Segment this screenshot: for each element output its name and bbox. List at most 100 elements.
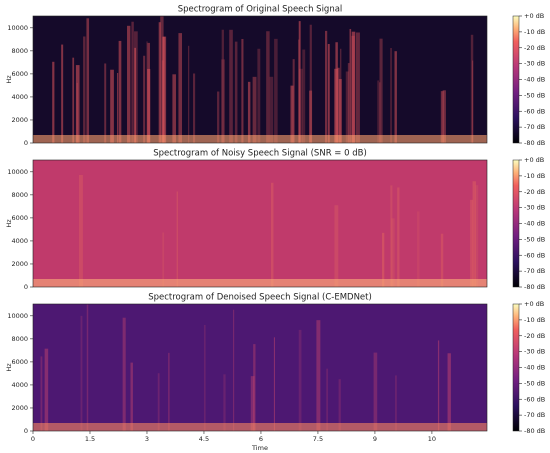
colorbar-tick-label: -50 dB <box>524 235 545 243</box>
spectrogram-texture <box>203 324 206 431</box>
spectrogram-texture <box>223 374 226 431</box>
colorbar <box>512 159 520 288</box>
y-tick-label: 2000 <box>11 116 28 124</box>
spectrogram-texture <box>178 33 183 143</box>
y-tick-label: 10000 <box>7 312 28 320</box>
spectrogram-texture <box>44 348 49 431</box>
spectrogram-texture <box>247 81 251 143</box>
spectrogram-texture <box>274 38 278 144</box>
spectrogram-texture <box>127 25 131 143</box>
spectrogram-texture <box>325 30 328 143</box>
x-tick-label: 10 <box>428 435 436 443</box>
spectrogram-texture <box>192 73 196 143</box>
spectrogram-texture <box>335 42 338 143</box>
colorbar-tick-label: +0 dB <box>524 300 544 308</box>
y-tick-label: 4000 <box>11 93 28 101</box>
spectrogram-texture <box>117 72 119 143</box>
spectrogram-texture <box>447 353 451 431</box>
spectrogram-texture <box>334 68 338 143</box>
spectrogram-texture <box>168 352 170 431</box>
spectrogram-texture <box>373 352 378 431</box>
spectrogram-texture <box>253 344 256 431</box>
spectrogram-texture <box>266 31 270 143</box>
spectrogram-texture <box>437 340 440 431</box>
colorbar-tick-label: +0 dB <box>524 12 544 20</box>
y-tick-label: 4000 <box>11 237 28 245</box>
spectrogram-texture <box>269 76 274 143</box>
colorbar-tick-label: -70 dB <box>524 411 545 419</box>
y-axis-label: Hz <box>5 219 13 228</box>
plot-frame <box>32 159 488 288</box>
colorbar-tick-label: +0 dB <box>524 156 544 164</box>
spectrogram-texture <box>290 85 294 143</box>
spectrogram-texture <box>308 90 313 143</box>
spectrogram-texture <box>75 65 80 143</box>
spectrogram-texture <box>33 135 487 143</box>
spectrogram-texture <box>158 22 161 143</box>
spectrogram-texture <box>130 362 133 431</box>
colorbar-tick-label: -40 dB <box>524 364 545 372</box>
colorbar-tick-label: -20 dB <box>524 332 545 340</box>
y-tick-label: 6000 <box>11 70 28 78</box>
y-tick-label: 0 <box>24 283 28 291</box>
spectrogram-texture <box>217 91 220 143</box>
spectrogram-texture <box>160 16 164 143</box>
colorbar-tick-label: -40 dB <box>524 220 545 228</box>
spectrogram-texture <box>162 36 167 143</box>
spectrogram-texture <box>72 57 75 143</box>
spectrogram-texture <box>382 232 385 287</box>
spectrogram-texture <box>257 48 261 143</box>
spectrogram-texture <box>298 21 301 143</box>
colorbar-tick-label: -80 dB <box>524 427 545 435</box>
spectrogram-background <box>33 160 487 287</box>
spectrogram-image <box>33 304 487 431</box>
spectrogram-texture <box>86 18 90 144</box>
spectrogram-texture <box>298 329 302 431</box>
spectrogram-texture <box>252 76 257 143</box>
spectrogram-texture <box>390 48 392 143</box>
colorbar-tick-label: -70 dB <box>524 267 545 275</box>
spectrogram-texture <box>334 205 339 287</box>
spectrogram-texture <box>221 59 226 143</box>
x-axis-label: Time <box>251 444 268 452</box>
spectrogram-texture <box>86 304 89 431</box>
x-tick-label: 1.5 <box>85 435 95 443</box>
y-axis-label: Hz <box>5 75 13 84</box>
x-tick-label: 9 <box>373 435 377 443</box>
y-tick-label: 4000 <box>11 381 28 389</box>
y-axis-label: Hz <box>5 363 13 372</box>
spectrogram-texture <box>162 232 165 287</box>
spectrogram-texture <box>172 74 176 143</box>
plot-frame <box>32 303 488 432</box>
y-tick-label: 10000 <box>7 168 28 176</box>
y-tick-label: 8000 <box>11 47 28 55</box>
y-tick-label: 8000 <box>11 335 28 343</box>
spectrogram-texture <box>347 63 350 143</box>
spectrogram-texture <box>273 337 276 431</box>
spectrogram-texture <box>345 71 349 143</box>
colorbar-tick-label: -10 dB <box>524 172 545 180</box>
colorbar-tick-label: -70 dB <box>524 123 545 131</box>
spectrogram-texture <box>40 356 43 431</box>
spectrogram-texture <box>122 317 126 431</box>
spectrogram-texture <box>339 48 342 143</box>
colorbar-tick-label: -20 dB <box>524 44 545 52</box>
spectrogram-background <box>33 16 487 143</box>
spectrogram-texture <box>327 44 330 143</box>
colorbar-tick-label: -60 dB <box>524 107 545 115</box>
colorbar-tick-label: -50 dB <box>524 91 545 99</box>
spectrogram-texture <box>33 423 487 431</box>
spectrogram-texture <box>475 185 479 287</box>
spectrogram-texture <box>221 29 224 143</box>
spectrogram-texture <box>379 82 381 143</box>
spectrogram-texture <box>157 373 160 431</box>
spectrogram-texture <box>83 36 86 144</box>
spectrogram-texture <box>233 309 235 431</box>
y-tick-label: 10000 <box>7 24 28 32</box>
spectrogram-texture <box>61 44 64 143</box>
spectrogram-texture <box>379 38 383 143</box>
spectrogram-texture <box>104 63 107 143</box>
spectrogram-texture <box>299 68 303 143</box>
spectrogram-texture <box>118 40 122 143</box>
